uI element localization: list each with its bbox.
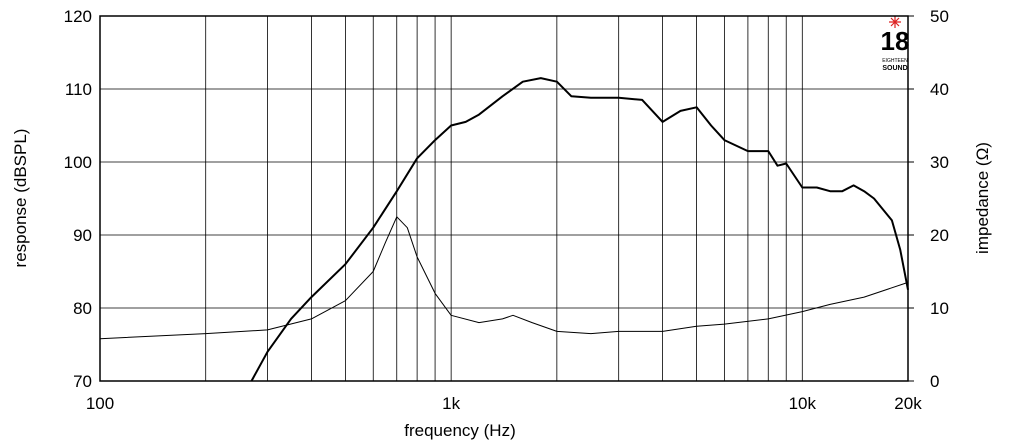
y2-tick-label: 0 <box>930 372 939 391</box>
logo: 18 EIGHTEEN SOUND <box>881 16 910 72</box>
x-tick-label: 100 <box>86 394 114 413</box>
x-tick-label: 20k <box>894 394 922 413</box>
y2-tick-label: 30 <box>930 153 949 172</box>
y2-axis-label: impedance (Ω) <box>973 142 992 254</box>
series-line <box>250 77 909 382</box>
plot-frame <box>99 15 909 382</box>
y2-tick-label: 10 <box>930 299 949 318</box>
logo-number: 18 <box>881 26 910 56</box>
y2-tick-label: 20 <box>930 226 949 245</box>
y-tick-label: 100 <box>64 153 92 172</box>
logo-brand: SOUND <box>882 65 907 72</box>
y-tick-label: 110 <box>65 80 92 99</box>
y2-tick-label: 40 <box>930 80 949 99</box>
y-tick-label: 70 <box>73 372 92 391</box>
x-tick-label: 1k <box>442 394 460 413</box>
y-axis-label: response (dBSPL) <box>11 129 30 268</box>
y-tick-label: 80 <box>73 299 92 318</box>
logo-star <box>889 16 901 28</box>
series-line <box>99 216 909 340</box>
y-tick-label: 90 <box>73 226 92 245</box>
logo-small: EIGHTEEN <box>882 58 908 64</box>
x-tick-label: 10k <box>789 394 817 413</box>
y2-tick-label: 50 <box>930 7 949 26</box>
y-tick-label: 120 <box>64 7 92 26</box>
x-axis-label: frequency (Hz) <box>404 421 515 440</box>
